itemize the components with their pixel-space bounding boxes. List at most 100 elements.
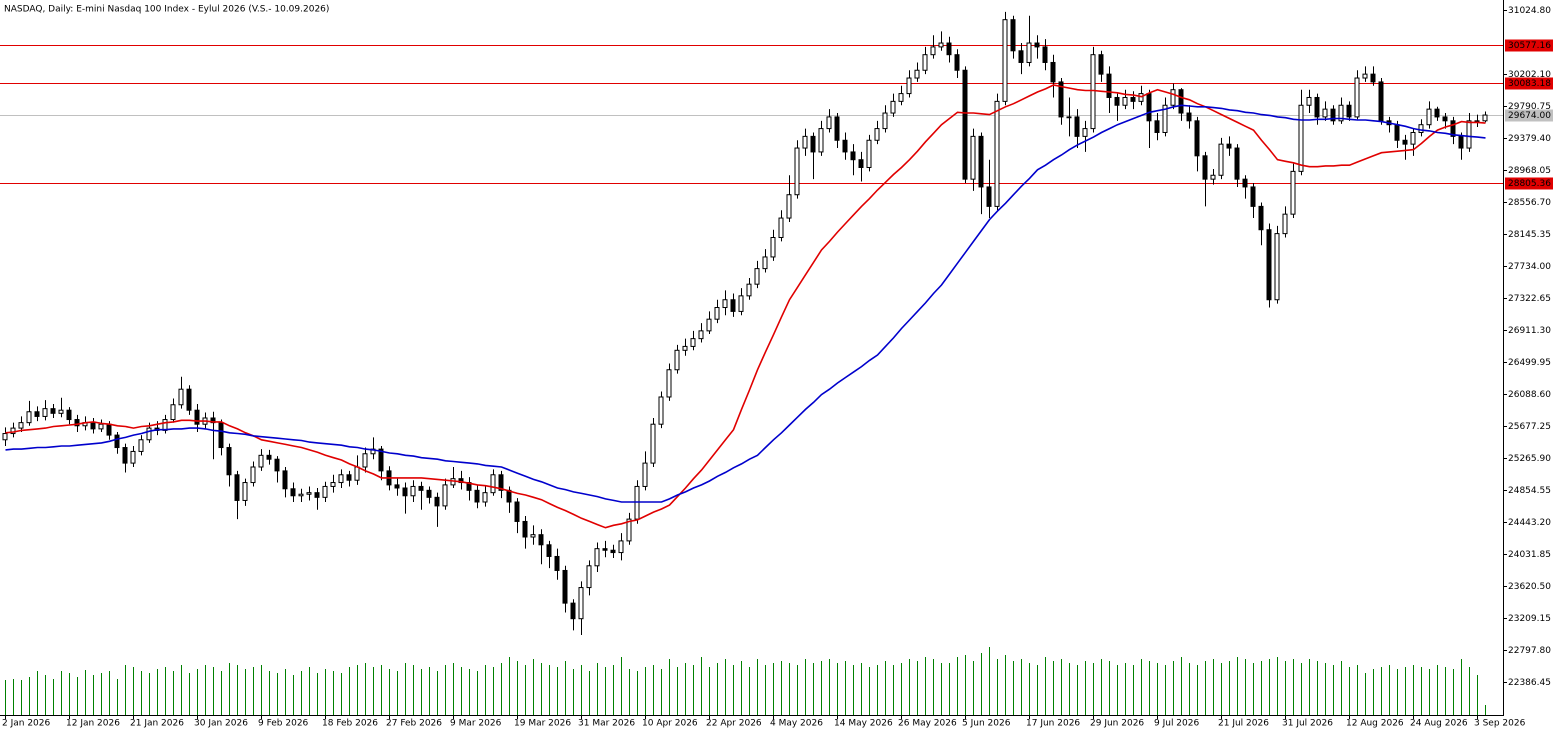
y-tick-label: 26499.95 <box>1508 358 1551 368</box>
candle-body <box>106 423 112 436</box>
candle-body <box>290 488 296 497</box>
candle-body <box>770 237 776 258</box>
candle-body <box>666 369 672 398</box>
y-tick-label: 24854.55 <box>1508 486 1551 496</box>
y-tick-label: 31024.80 <box>1508 6 1551 16</box>
candle-body <box>378 448 384 472</box>
candle-body <box>954 54 960 71</box>
candle-body <box>2 433 8 441</box>
candle-body <box>962 69 968 180</box>
x-tick-label: 29 Jun 2026 <box>1090 719 1144 729</box>
candle-body <box>618 540 624 554</box>
candle-body <box>794 147 800 196</box>
y-tick-label: 23620.50 <box>1508 582 1551 592</box>
candle-body <box>994 100 1000 207</box>
candle-body <box>10 427 16 435</box>
y-tick-label: 28145.35 <box>1508 230 1551 240</box>
candle-body <box>874 128 880 141</box>
candle-body <box>170 404 176 421</box>
candle-body <box>418 485 424 491</box>
candle-body <box>1114 96 1120 106</box>
candle-body <box>1130 96 1136 102</box>
x-tick-label: 18 Feb 2026 <box>322 719 378 729</box>
candle-body <box>266 454 272 460</box>
candle-body <box>546 544 552 557</box>
candle-body <box>1410 131 1416 145</box>
x-tick-label: 9 Mar 2026 <box>450 719 502 729</box>
candle-body <box>930 46 936 56</box>
candle-body <box>330 482 336 487</box>
y-tick-label: 28968.05 <box>1508 166 1551 176</box>
candle-body <box>50 408 56 414</box>
y-tick-label: 24031.85 <box>1508 550 1551 560</box>
candle-body <box>882 112 888 130</box>
y-tick-label: 27734.00 <box>1508 262 1551 272</box>
candle-body <box>1082 128 1088 137</box>
candle-body <box>1010 19 1016 52</box>
candle-body <box>1434 108 1440 118</box>
candle-body <box>74 419 80 427</box>
level-label: 28805.36 <box>1508 179 1551 189</box>
candle-body <box>90 422 96 430</box>
candle-body <box>970 135 976 180</box>
candle-body <box>394 484 400 489</box>
x-tick-label: 12 Jan 2026 <box>66 719 120 729</box>
candle-body <box>1050 61 1056 83</box>
candle-body <box>1122 96 1128 106</box>
x-tick-label: 4 May 2026 <box>770 719 823 729</box>
y-tick-label: 24443.20 <box>1508 518 1551 528</box>
y-tick-label: 22797.80 <box>1508 646 1551 656</box>
candle-body <box>554 555 560 571</box>
candle-body <box>1314 96 1320 118</box>
candle-body <box>1362 73 1368 79</box>
candle-body <box>826 116 832 130</box>
candle-body <box>578 587 584 620</box>
candle-body <box>1090 54 1096 130</box>
x-tick-label: 12 Aug 2026 <box>1346 719 1404 729</box>
candle-body <box>594 548 600 567</box>
candle-body <box>178 388 184 406</box>
candle-body <box>1298 104 1304 172</box>
x-tick-label: 2 Jan 2026 <box>2 719 50 729</box>
candle-body <box>322 485 328 498</box>
last-price-label: 29674.00 <box>1508 111 1551 121</box>
candle-body <box>1234 147 1240 180</box>
level-tag <box>1505 77 1553 90</box>
candle-body <box>698 330 704 340</box>
candle-body <box>706 318 712 332</box>
candle-body <box>898 93 904 102</box>
candle-body <box>122 447 128 464</box>
candle-body <box>722 299 728 309</box>
candle-body <box>226 447 232 476</box>
candle-body <box>1306 96 1312 106</box>
candle-body <box>858 159 864 168</box>
candle-body <box>314 492 320 498</box>
candle-body <box>642 462 648 487</box>
candle-body <box>1402 139 1408 145</box>
candle-body <box>682 345 688 351</box>
candle-body <box>1274 233 1280 301</box>
candle-body <box>162 419 168 431</box>
x-tick-label: 3 Sep 2026 <box>1474 719 1526 729</box>
last-price-tag <box>1505 109 1553 122</box>
candle-body <box>298 493 304 497</box>
candle-body <box>810 135 816 153</box>
candle-body <box>922 54 928 71</box>
x-tick-label: 27 Feb 2026 <box>386 719 442 729</box>
candle-body <box>1354 77 1360 118</box>
candle-body <box>1442 116 1448 122</box>
candle-body <box>1250 186 1256 207</box>
candle-body <box>802 135 808 149</box>
candle-body <box>1418 124 1424 133</box>
candle-body <box>514 501 520 522</box>
x-tick-label: 9 Feb 2026 <box>258 719 309 729</box>
candle-body <box>818 128 824 153</box>
candle-body <box>1210 174 1216 180</box>
chart-title: NASDAQ, Daily: E-mini Nasdaq 100 Index -… <box>4 5 329 15</box>
candle-body <box>1002 19 1008 102</box>
candle-body <box>442 484 448 507</box>
candle-body <box>98 423 104 430</box>
candle-body <box>762 256 768 270</box>
candle-body <box>194 409 200 425</box>
